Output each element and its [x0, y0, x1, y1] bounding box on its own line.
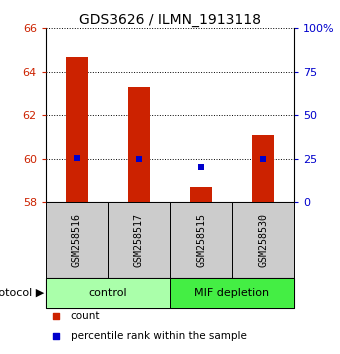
Bar [108, 202, 170, 278]
Bar [232, 202, 294, 278]
Point [260, 156, 266, 161]
Point [53, 333, 58, 338]
Text: protocol ▶: protocol ▶ [0, 288, 45, 298]
Point [136, 156, 142, 161]
Text: GSM258515: GSM258515 [196, 213, 206, 267]
Bar [170, 278, 294, 308]
Bar [46, 202, 108, 278]
Bar [170, 202, 232, 278]
Text: count: count [71, 311, 100, 321]
Bar [252, 135, 274, 202]
Text: MIF depletion: MIF depletion [194, 288, 270, 298]
Point [53, 313, 58, 319]
Title: GDS3626 / ILMN_1913118: GDS3626 / ILMN_1913118 [79, 13, 261, 27]
Text: percentile rank within the sample: percentile rank within the sample [71, 331, 246, 341]
Text: GSM258516: GSM258516 [72, 213, 82, 267]
Bar [66, 57, 88, 202]
Text: GSM258530: GSM258530 [258, 213, 268, 267]
Bar [128, 87, 150, 202]
Text: control: control [89, 288, 127, 298]
Text: GSM258517: GSM258517 [134, 213, 144, 267]
Point [74, 155, 80, 161]
Bar [46, 278, 170, 308]
Point [198, 165, 204, 170]
Bar [190, 187, 212, 202]
